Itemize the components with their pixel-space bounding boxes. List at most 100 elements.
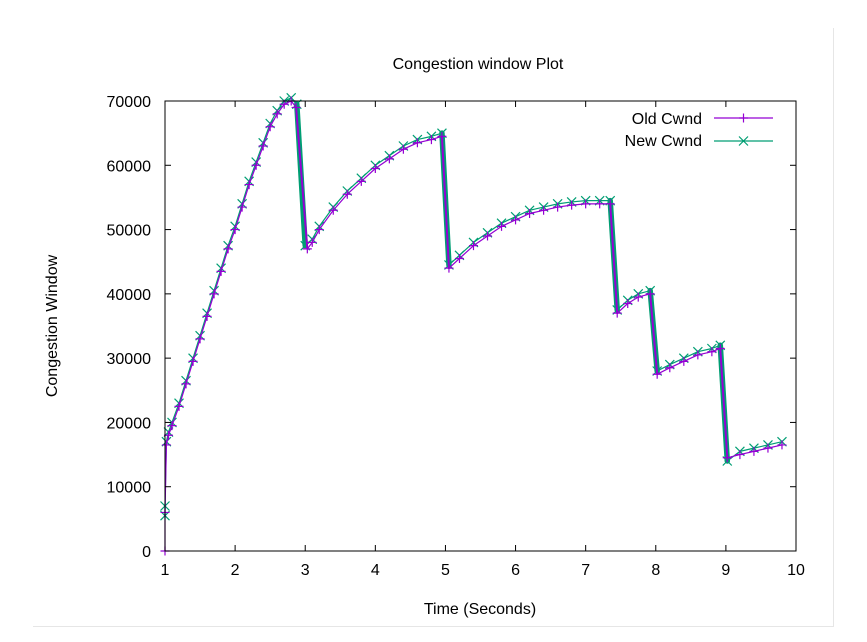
data-point xyxy=(567,200,577,210)
series-line-segment xyxy=(557,201,573,205)
series-line-segment xyxy=(416,135,433,141)
data-point xyxy=(164,430,174,440)
data-point xyxy=(356,176,366,186)
y-axis: 0 10000 20000 30000 40000 50000 60000 70000 xyxy=(107,94,796,561)
x-axis: 1 2 3 4 5 6 7 8 9 10 xyxy=(161,101,805,579)
data-point xyxy=(605,199,615,209)
series-line-segment xyxy=(402,138,418,147)
plot-area xyxy=(160,92,787,556)
y-tick-label: 0 xyxy=(142,544,151,561)
series-line-segment xyxy=(627,296,639,305)
data-point xyxy=(437,131,447,141)
series-line-segment xyxy=(683,351,699,359)
legend-label-old-cwnd: Old Cwnd xyxy=(632,111,702,128)
series-line-segment xyxy=(311,225,320,240)
data-point xyxy=(216,266,226,276)
series-new-cwnd xyxy=(160,92,787,521)
series-line-segment xyxy=(206,293,215,317)
data-point xyxy=(665,363,675,373)
series-line-segment xyxy=(514,212,531,221)
y-axis-title: Congestion Window xyxy=(44,254,61,397)
data-point xyxy=(237,202,247,212)
series-line-segment xyxy=(649,292,659,376)
data-point xyxy=(539,205,549,215)
data-point xyxy=(444,263,454,273)
series-line-segment xyxy=(241,183,250,208)
series-line-segment xyxy=(346,180,362,195)
data-point xyxy=(223,244,233,254)
legend-marker-symbol xyxy=(739,113,748,123)
series-line-segment xyxy=(571,200,587,203)
series-line-segment xyxy=(248,164,257,186)
data-point xyxy=(777,440,787,450)
series-line-segment xyxy=(402,142,418,150)
data-point xyxy=(384,154,394,164)
series-line-segment xyxy=(269,113,278,128)
data-point xyxy=(195,334,205,344)
x-tick-label: 2 xyxy=(231,562,240,579)
data-point xyxy=(715,344,725,353)
data-point xyxy=(307,237,317,247)
data-point xyxy=(525,209,535,218)
series-line-segment xyxy=(220,248,229,272)
series-line-segment xyxy=(697,347,713,353)
y-tick-label: 50000 xyxy=(107,223,152,240)
data-point xyxy=(302,244,312,254)
plot-border xyxy=(164,100,797,552)
series-line-segment xyxy=(458,245,475,260)
series-line-segment xyxy=(767,441,783,446)
series-line-segment xyxy=(269,110,278,125)
y-tick-label: 40000 xyxy=(107,287,152,304)
data-point xyxy=(454,254,464,263)
series-old-cwnd xyxy=(160,96,787,556)
data-point xyxy=(735,450,745,460)
data-point xyxy=(328,205,338,215)
data-point xyxy=(398,144,408,154)
series-line-segment xyxy=(374,158,390,170)
data-point xyxy=(188,356,198,366)
series-line-segment xyxy=(500,219,517,227)
legend-entry-new-cwnd: New Cwnd xyxy=(625,133,773,150)
data-point xyxy=(645,289,655,299)
legend-marker-new-cwnd xyxy=(738,136,749,146)
series-line-segment xyxy=(171,405,180,427)
data-point xyxy=(581,199,591,209)
x-tick-label: 1 xyxy=(161,562,170,579)
series-line-segment xyxy=(234,206,243,231)
legend-label-new-cwnd: New Cwnd xyxy=(625,133,702,150)
series-line-segment xyxy=(360,167,376,182)
y-tick-label: 30000 xyxy=(107,351,152,368)
data-point xyxy=(258,141,268,151)
data-point xyxy=(511,215,521,225)
data-point xyxy=(244,180,254,190)
legend-marker-old-cwnd xyxy=(739,113,748,123)
series-line-segment xyxy=(295,106,309,250)
y-tick-label: 20000 xyxy=(107,415,152,432)
data-point xyxy=(291,102,301,112)
x-tick-label: 4 xyxy=(371,562,380,579)
series-line-segment xyxy=(199,315,208,340)
y-tick-label: 60000 xyxy=(107,158,152,175)
window-edge-right xyxy=(833,28,834,626)
data-point xyxy=(426,135,436,145)
data-point xyxy=(161,440,171,450)
data-point xyxy=(693,350,703,360)
data-point xyxy=(468,241,478,251)
data-point xyxy=(623,299,633,308)
data-point xyxy=(314,225,324,235)
legend-entry-old-cwnd: Old Cwnd xyxy=(632,111,773,128)
x-tick-label: 5 xyxy=(441,562,450,579)
series-line-segment xyxy=(192,338,201,362)
series-line-segment xyxy=(739,447,755,452)
data-point xyxy=(174,401,184,411)
data-point xyxy=(633,292,643,302)
series-line-segment xyxy=(213,270,222,295)
series-line-segment xyxy=(318,209,334,231)
x-tick-label: 7 xyxy=(581,562,590,579)
series-line-segment xyxy=(440,135,450,270)
y-tick-label: 70000 xyxy=(107,94,152,111)
x-axis-title: Time (Seconds) xyxy=(424,601,536,618)
series-line-segment xyxy=(178,383,187,407)
series-line-segment xyxy=(290,100,297,109)
legend: Old Cwnd New Cwnd xyxy=(625,111,773,150)
